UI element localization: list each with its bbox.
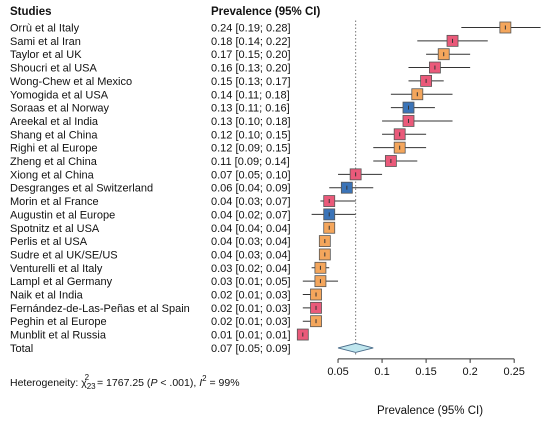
study-estimate: 0.15 [0.13; 0.17] — [211, 76, 291, 88]
study-name: Soraas et al Norway — [10, 103, 110, 115]
x-tick-label: 0.25 — [503, 366, 524, 378]
study-name: Morin et al France — [10, 196, 99, 208]
studies-column-header: Studies — [10, 6, 52, 18]
estimate-column-header: Prevalence (95% CI) — [211, 6, 320, 18]
study-name: Munblit et al Russia — [10, 330, 107, 342]
study-name: Peghin et al Europe — [10, 316, 107, 328]
study-estimate: 0.02 [0.01; 0.03] — [211, 290, 291, 302]
study-estimate: 0.12 [0.09; 0.15] — [211, 143, 291, 155]
x-tick-label: 0.1 — [374, 366, 389, 378]
study-estimate: 0.06 [0.04; 0.09] — [211, 183, 291, 195]
study-estimate: 0.13 [0.11; 0.16] — [211, 103, 290, 115]
study-estimate: 0.01 [0.01; 0.01] — [211, 330, 291, 342]
total-estimate: 0.07 [0.05; 0.09] — [211, 343, 291, 355]
x-tick-label: 0.2 — [462, 366, 477, 378]
study-estimate: 0.02 [0.01; 0.03] — [211, 316, 291, 328]
study-estimate: 0.04 [0.03; 0.04] — [211, 249, 291, 261]
study-name: Venturelli et al Italy — [10, 263, 103, 275]
study-estimate: 0.04 [0.04; 0.04] — [211, 223, 291, 235]
study-estimate: 0.07 [0.05; 0.10] — [211, 169, 291, 181]
study-name: Wong-Chew et al Mexico — [10, 76, 132, 88]
study-estimate: 0.14 [0.11; 0.18] — [211, 89, 290, 101]
study-estimate: 0.18 [0.14; 0.22] — [211, 36, 291, 48]
study-name: Shang et al China — [10, 129, 98, 141]
study-name: Orrù et al Italy — [10, 23, 80, 35]
study-name: Taylor et al UK — [10, 49, 82, 61]
study-estimate: 0.02 [0.01; 0.03] — [211, 303, 291, 315]
x-axis-label: Prevalence (95% CI) — [377, 405, 483, 417]
x-axis: 0.05 0.1 0.15 0.2 0.25 — [327, 358, 525, 378]
study-name: Lampl et al Germany — [10, 276, 113, 288]
study-name: Sudre et al UK/SE/US — [10, 249, 118, 261]
study-estimate: 0.12 [0.10; 0.15] — [211, 129, 291, 141]
study-name: Xiong et al China — [10, 169, 95, 181]
study-estimate: 0.04 [0.03; 0.04] — [211, 236, 291, 248]
x-tick-label: 0.15 — [415, 366, 436, 378]
study-estimate: 0.24 [0.19; 0.28] — [211, 23, 291, 35]
study-estimate: 0.03 [0.02; 0.04] — [211, 263, 291, 275]
study-name: Yomogida et al USA — [10, 89, 109, 101]
study-name: Naik et al India — [10, 290, 84, 302]
study-name: Areekal et al India — [10, 116, 99, 128]
study-name: Augustin et al Europe — [10, 209, 115, 221]
study-name: Zheng et al China — [10, 156, 98, 168]
study-name: Righi et al Europe — [10, 143, 97, 155]
study-name: Desgranges et al Switzerland — [10, 183, 153, 195]
study-estimate: 0.17 [0.15; 0.20] — [211, 49, 291, 61]
study-rows: Orrù et al Italy 0.24 [0.19; 0.28] Sami et… — [10, 23, 291, 355]
total-diamond — [337, 342, 374, 353]
study-name: Fernández-de-Las-Peñas et al Spain — [10, 303, 190, 315]
plot-area — [296, 20, 541, 356]
study-name: Perlis et al USA — [10, 236, 88, 248]
study-estimate: 0.16 [0.13; 0.20] — [211, 63, 291, 75]
heterogeneity-statistic: Heterogeneity: χ232 = 1767.25 (P < .001)… — [10, 373, 240, 391]
total-name: Total — [10, 343, 33, 355]
study-estimate: 0.13 [0.10; 0.18] — [211, 116, 291, 128]
study-estimate: 0.11 [0.09; 0.14] — [211, 156, 290, 168]
x-tick-label: 0.05 — [327, 366, 348, 378]
study-name: Shoucri et al USA — [10, 63, 97, 75]
study-estimate: 0.04 [0.02; 0.07] — [211, 209, 291, 221]
study-name: Spotnitz et al USA — [10, 223, 100, 235]
study-estimate: 0.04 [0.03; 0.07] — [211, 196, 291, 208]
study-estimate: 0.03 [0.01; 0.05] — [211, 276, 291, 288]
study-name: Sami et al Iran — [10, 36, 81, 48]
